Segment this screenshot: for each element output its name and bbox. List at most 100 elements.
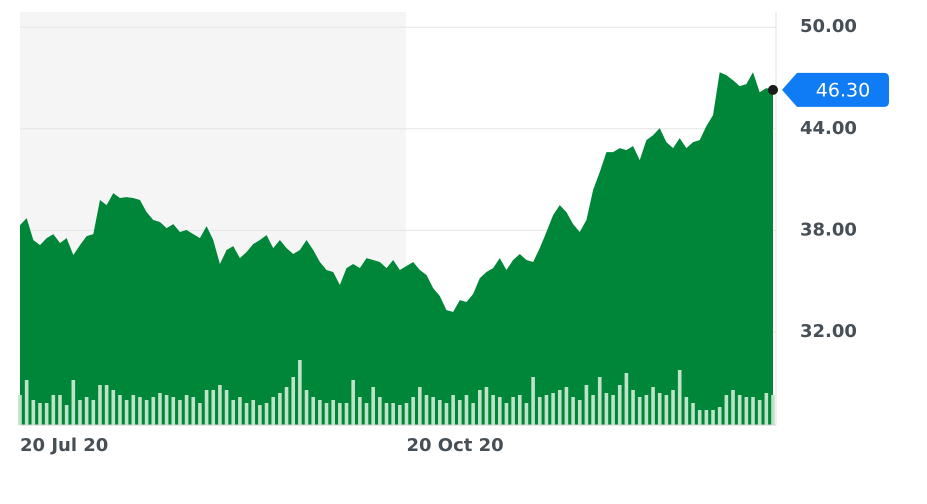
volume-bar bbox=[378, 397, 382, 425]
volume-bar bbox=[484, 387, 489, 425]
volume-bar bbox=[91, 400, 96, 425]
volume-bar bbox=[371, 387, 375, 425]
volume-bar bbox=[677, 370, 682, 425]
volume-bar bbox=[477, 390, 482, 425]
volume-bar bbox=[458, 400, 462, 425]
volume-bar bbox=[324, 403, 329, 425]
volume-bar bbox=[338, 403, 342, 425]
volume-bar bbox=[411, 397, 415, 425]
volume-bar bbox=[671, 390, 675, 425]
volume-bar bbox=[757, 400, 762, 425]
volume-bar bbox=[118, 395, 122, 425]
price-area bbox=[20, 72, 773, 425]
volume-bar bbox=[664, 395, 669, 425]
volume-bar bbox=[264, 403, 269, 425]
volume-bar bbox=[318, 400, 322, 425]
volume-bar bbox=[271, 397, 276, 425]
volume-bar bbox=[291, 377, 296, 425]
volume-bar bbox=[351, 380, 355, 425]
volume-bar bbox=[164, 395, 169, 425]
volume-bar bbox=[697, 410, 702, 425]
volume-bar bbox=[24, 380, 29, 425]
volume-bar bbox=[551, 393, 555, 425]
volume-bar bbox=[444, 403, 449, 425]
volume-bar bbox=[144, 400, 149, 425]
x-tick-label: 20 Oct 20 bbox=[406, 435, 503, 456]
volume-bar bbox=[471, 403, 475, 425]
volume-bar bbox=[617, 385, 622, 425]
volume-bar bbox=[391, 403, 395, 425]
volume-bar bbox=[358, 397, 362, 425]
volume-bar bbox=[258, 405, 262, 425]
volume-bar bbox=[38, 403, 42, 425]
y-tick-label: 44.00 bbox=[800, 118, 857, 139]
volume-bar bbox=[18, 395, 22, 425]
volume-bar bbox=[537, 397, 542, 425]
volume-bar bbox=[464, 395, 469, 425]
volume-bar bbox=[218, 385, 222, 425]
volume-bar bbox=[151, 397, 156, 425]
volume-bar bbox=[717, 407, 722, 425]
volume-bar bbox=[504, 403, 509, 425]
x-tick-label: 20 Jul 20 bbox=[20, 435, 108, 456]
volume-bar bbox=[191, 397, 196, 425]
volume-bar bbox=[497, 397, 502, 425]
volume-bar bbox=[124, 400, 129, 425]
volume-bar bbox=[298, 360, 302, 425]
volume-bar bbox=[438, 400, 442, 425]
volume-bar bbox=[524, 403, 529, 425]
volume-bar bbox=[511, 397, 515, 425]
volume-bar bbox=[251, 400, 256, 425]
volume-bar bbox=[431, 397, 435, 425]
volume-bar bbox=[771, 395, 775, 425]
volume-bar bbox=[344, 403, 349, 425]
volume-bar bbox=[704, 410, 709, 425]
volume-bar bbox=[644, 395, 649, 425]
last-price-label: 46.30 bbox=[816, 79, 870, 101]
volume-bar bbox=[544, 395, 549, 425]
y-tick-label: 50.00 bbox=[800, 16, 857, 37]
last-price-dot bbox=[768, 84, 778, 95]
volume-bar bbox=[78, 400, 82, 425]
volume-bar bbox=[577, 400, 582, 425]
y-tick-label: 32.00 bbox=[800, 321, 857, 342]
volume-bar bbox=[364, 403, 369, 425]
volume-bar bbox=[631, 390, 635, 425]
volume-bar bbox=[111, 390, 116, 425]
volume-bar bbox=[637, 397, 642, 425]
volume-bar bbox=[138, 397, 142, 425]
volume-bar bbox=[31, 400, 36, 425]
volume-bar bbox=[531, 377, 535, 425]
y-tick-label: 38.00 bbox=[800, 219, 857, 240]
volume-bar bbox=[564, 387, 569, 425]
volume-bar bbox=[184, 395, 189, 425]
volume-bar bbox=[597, 377, 602, 425]
volume-bar bbox=[591, 395, 595, 425]
volume-bar bbox=[211, 390, 216, 425]
volume-bar bbox=[284, 387, 289, 425]
volume-bar bbox=[424, 395, 429, 425]
volume-bar bbox=[278, 393, 282, 425]
volume-bar bbox=[84, 397, 89, 425]
volume-bar bbox=[624, 373, 629, 425]
volume-bar bbox=[557, 390, 562, 425]
volume-bar bbox=[764, 393, 769, 425]
volume-bar bbox=[238, 397, 242, 425]
volume-bar bbox=[158, 393, 162, 425]
volume-bar bbox=[604, 393, 609, 425]
volume-bar bbox=[571, 397, 575, 425]
volume-bar bbox=[244, 403, 249, 425]
volume-bar bbox=[204, 390, 209, 425]
volume-bar bbox=[737, 395, 742, 425]
volume-bar bbox=[304, 390, 309, 425]
volume-bar bbox=[451, 395, 455, 425]
volume-bar bbox=[651, 387, 655, 425]
volume-bar bbox=[171, 397, 176, 425]
volume-bar bbox=[724, 395, 729, 425]
volume-bar bbox=[418, 387, 422, 425]
volume-bar bbox=[131, 395, 136, 425]
volume-bar bbox=[384, 403, 389, 425]
volume-bar bbox=[198, 403, 202, 425]
volume-bar bbox=[71, 380, 76, 425]
